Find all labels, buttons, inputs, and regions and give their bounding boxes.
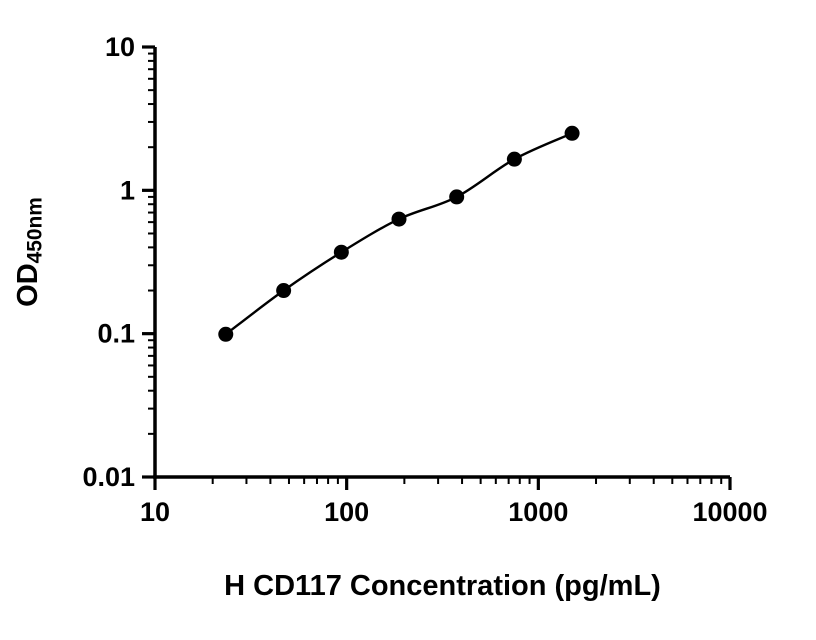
x-tick-label: 10000 xyxy=(692,497,767,527)
data-point xyxy=(333,244,349,260)
data-point xyxy=(506,151,522,167)
data-point xyxy=(391,211,407,227)
data-point xyxy=(218,326,234,342)
y-tick-label: 0.01 xyxy=(82,462,135,492)
y-axis-title-subscript: 450nm xyxy=(23,197,47,264)
y-tick-label: 10 xyxy=(105,32,135,62)
data-point xyxy=(449,189,465,205)
y-tick-label: 0.1 xyxy=(97,319,135,349)
x-tick-label: 100 xyxy=(324,497,369,527)
x-axis-title: H CD117 Concentration (pg/mL) xyxy=(224,570,661,602)
y-tick-label: 1 xyxy=(120,175,135,205)
x-tick-label: 1000 xyxy=(508,497,568,527)
y-axis-title: OD450nm xyxy=(12,102,52,402)
data-point xyxy=(564,125,580,141)
data-point xyxy=(276,283,292,299)
y-axis-title-main: OD xyxy=(12,263,44,307)
x-tick-label: 10 xyxy=(140,497,170,527)
